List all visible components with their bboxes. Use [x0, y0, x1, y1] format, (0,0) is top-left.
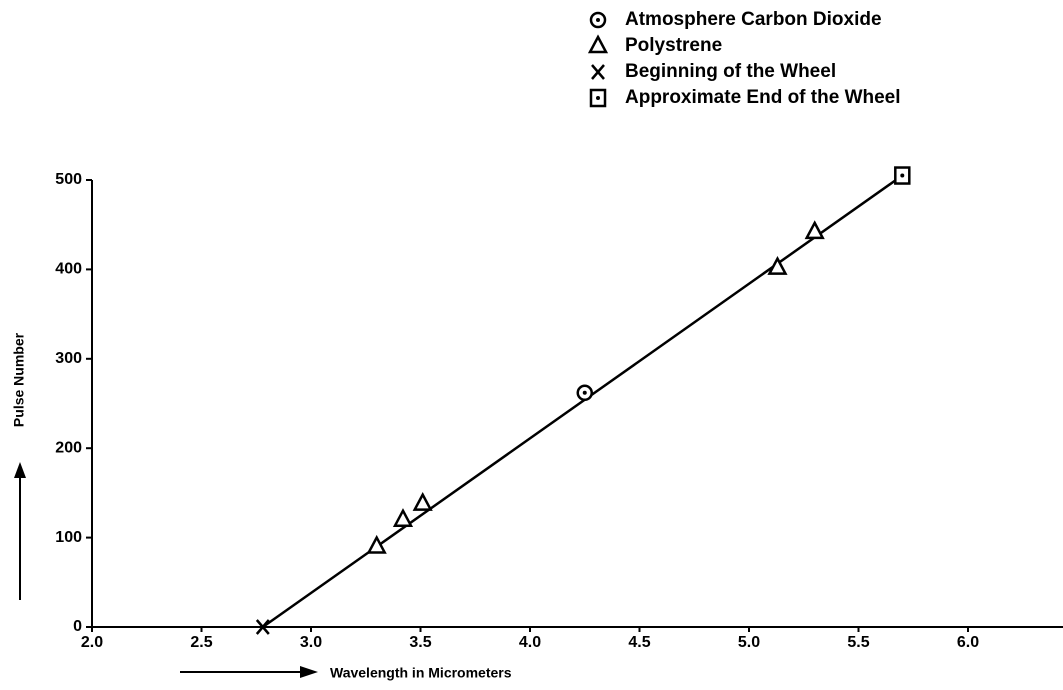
legend-label: Approximate End of the Wheel — [625, 87, 901, 108]
data-point — [894, 166, 911, 185]
marker-shape — [255, 619, 270, 635]
x-tick-label: 2.0 — [81, 634, 103, 651]
data-point — [767, 255, 788, 275]
x-tick-label: 4.0 — [519, 634, 541, 651]
legend-marker — [591, 64, 605, 80]
marker-dot — [596, 96, 600, 100]
legend-marker — [589, 11, 607, 29]
data-point — [255, 619, 270, 635]
y-tick-label: 300 — [55, 350, 82, 367]
x-axis-label: Wavelength in Micrometers — [330, 665, 512, 681]
x-arrow-head — [300, 666, 318, 678]
marker-shape — [366, 534, 387, 554]
legend-label: Atmosphere Carbon Dioxide — [625, 9, 882, 30]
marker-shape — [587, 34, 609, 54]
marker-dot — [900, 173, 905, 178]
data-point — [412, 491, 433, 511]
marker-shape — [392, 508, 414, 527]
marker-dot — [596, 18, 600, 22]
x-tick-label: 3.5 — [409, 634, 431, 651]
marker-dot — [582, 390, 587, 395]
data-point — [576, 384, 593, 402]
marker-shape — [767, 255, 788, 275]
legend-marker — [587, 34, 609, 54]
legend-label: Beginning of the Wheel — [625, 61, 836, 82]
marker-shape — [591, 64, 605, 80]
x-tick-label: 5.0 — [738, 634, 760, 651]
legend-marker — [589, 88, 607, 108]
data-point — [366, 534, 387, 554]
y-tick-label: 500 — [55, 171, 82, 188]
data-point — [804, 220, 825, 240]
x-tick-label: 3.0 — [300, 634, 322, 651]
fit-line — [262, 174, 904, 629]
legend-label: Polystrene — [625, 35, 722, 56]
y-tick-label: 400 — [55, 261, 82, 278]
y-axis-label: Pulse Number — [11, 332, 27, 427]
data-point — [392, 508, 414, 527]
x-tick-label: 5.5 — [847, 634, 869, 651]
x-tick-label: 4.5 — [628, 634, 650, 651]
y-tick-label: 100 — [55, 529, 82, 546]
y-arrow-head — [14, 462, 26, 478]
x-tick-label: 2.5 — [190, 634, 212, 651]
y-tick-label: 0 — [73, 618, 82, 635]
marker-shape — [804, 220, 825, 240]
y-tick-label: 200 — [55, 439, 82, 456]
marker-shape — [412, 491, 433, 511]
x-tick-label: 6.0 — [957, 634, 979, 651]
